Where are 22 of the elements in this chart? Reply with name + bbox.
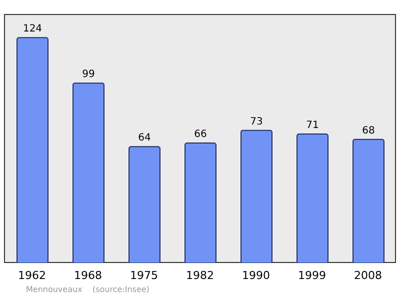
bar: [128, 146, 160, 263]
x-tick-label: 1968: [74, 268, 102, 282]
x-tick-label: 1962: [18, 268, 46, 282]
x-tick-label: 1982: [186, 268, 214, 282]
data-label: 124: [22, 24, 42, 35]
bar: [184, 142, 216, 263]
x-tick-label: 1999: [298, 268, 326, 282]
bar: [240, 130, 272, 263]
data-label: 73: [250, 116, 263, 128]
data-label: 66: [194, 129, 207, 140]
x-tick-label: 1990: [242, 268, 270, 282]
x-tick-label: 2008: [354, 268, 382, 282]
data-label: 71: [306, 120, 319, 131]
bar: [72, 82, 104, 263]
bar: [16, 37, 48, 263]
data-label: 99: [82, 69, 95, 80]
x-tick-label: 1975: [130, 268, 158, 282]
text: Mennouveaux (source:Insee): [26, 285, 150, 294]
bar: [352, 138, 384, 263]
bar: [296, 133, 328, 263]
data-label: 64: [138, 132, 151, 144]
data-label: 68: [362, 125, 375, 136]
